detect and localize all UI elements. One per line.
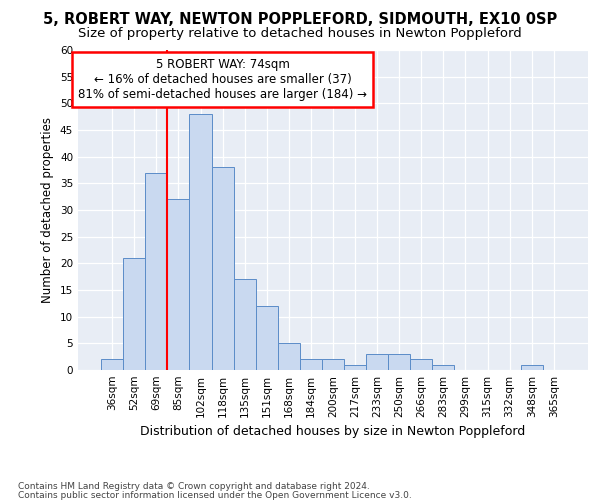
Bar	[145, 172, 167, 370]
Text: Size of property relative to detached houses in Newton Poppleford: Size of property relative to detached ho…	[78, 28, 522, 40]
Bar	[101, 360, 123, 370]
Bar	[123, 258, 145, 370]
Bar	[410, 360, 433, 370]
Bar	[344, 364, 366, 370]
Bar	[233, 280, 256, 370]
Text: Contains HM Land Registry data © Crown copyright and database right 2024.: Contains HM Land Registry data © Crown c…	[18, 482, 370, 491]
Bar	[521, 364, 543, 370]
Bar	[278, 344, 300, 370]
Bar	[256, 306, 278, 370]
Bar	[167, 200, 190, 370]
Text: 5, ROBERT WAY, NEWTON POPPLEFORD, SIDMOUTH, EX10 0SP: 5, ROBERT WAY, NEWTON POPPLEFORD, SIDMOU…	[43, 12, 557, 28]
Bar	[300, 360, 322, 370]
Text: Contains public sector information licensed under the Open Government Licence v3: Contains public sector information licen…	[18, 490, 412, 500]
Bar	[322, 360, 344, 370]
Bar	[433, 364, 454, 370]
Bar	[212, 168, 233, 370]
Text: 5 ROBERT WAY: 74sqm
← 16% of detached houses are smaller (37)
81% of semi-detach: 5 ROBERT WAY: 74sqm ← 16% of detached ho…	[78, 58, 367, 101]
Bar	[388, 354, 410, 370]
Bar	[190, 114, 212, 370]
X-axis label: Distribution of detached houses by size in Newton Poppleford: Distribution of detached houses by size …	[140, 426, 526, 438]
Bar	[366, 354, 388, 370]
Y-axis label: Number of detached properties: Number of detached properties	[41, 117, 55, 303]
